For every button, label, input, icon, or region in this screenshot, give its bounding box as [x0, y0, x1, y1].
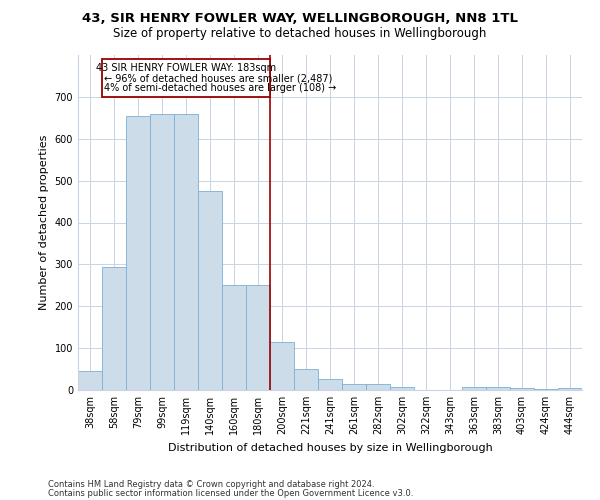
Bar: [462, 386, 486, 390]
Bar: [222, 286, 246, 390]
Bar: [534, 388, 558, 390]
Text: 43 SIR HENRY FOWLER WAY: 183sqm: 43 SIR HENRY FOWLER WAY: 183sqm: [95, 62, 276, 72]
Bar: [198, 191, 222, 390]
Bar: [174, 114, 198, 390]
Bar: [150, 114, 174, 390]
Text: Contains public sector information licensed under the Open Government Licence v3: Contains public sector information licen…: [48, 488, 413, 498]
Bar: [486, 386, 510, 390]
Bar: [126, 116, 150, 390]
Bar: [246, 286, 270, 390]
Bar: [342, 384, 366, 390]
FancyBboxPatch shape: [102, 59, 269, 97]
Bar: [558, 388, 582, 390]
Bar: [318, 378, 342, 390]
Text: Contains HM Land Registry data © Crown copyright and database right 2024.: Contains HM Land Registry data © Crown c…: [48, 480, 374, 489]
Bar: [102, 268, 126, 390]
Text: ← 96% of detached houses are smaller (2,487): ← 96% of detached houses are smaller (2,…: [104, 74, 333, 84]
Y-axis label: Number of detached properties: Number of detached properties: [39, 135, 49, 310]
Bar: [270, 342, 294, 390]
X-axis label: Distribution of detached houses by size in Wellingborough: Distribution of detached houses by size …: [167, 442, 493, 452]
Bar: [390, 386, 414, 390]
Bar: [510, 388, 534, 390]
Bar: [366, 384, 390, 390]
Text: Size of property relative to detached houses in Wellingborough: Size of property relative to detached ho…: [113, 28, 487, 40]
Text: 43, SIR HENRY FOWLER WAY, WELLINGBOROUGH, NN8 1TL: 43, SIR HENRY FOWLER WAY, WELLINGBOROUGH…: [82, 12, 518, 26]
Text: 4% of semi-detached houses are larger (108) →: 4% of semi-detached houses are larger (1…: [104, 84, 337, 94]
Bar: [78, 371, 102, 390]
Bar: [294, 369, 318, 390]
